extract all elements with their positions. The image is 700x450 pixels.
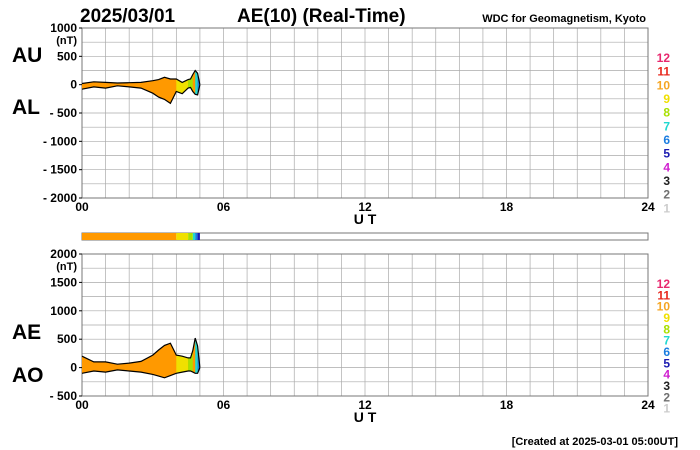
x-tick-label: 12 xyxy=(358,200,372,214)
color-bar-segment xyxy=(176,233,189,240)
y-tick-label: 0 xyxy=(70,361,77,375)
y-tick-label: 2000 xyxy=(50,247,77,261)
series-line-al xyxy=(81,84,201,105)
color-bar-segment xyxy=(192,233,196,240)
recent-coverage-fill xyxy=(195,338,198,374)
legend-station-count: 2 xyxy=(663,390,670,404)
plot-frame xyxy=(81,253,649,397)
y-tick-label: 500 xyxy=(57,332,77,346)
legend-station-count: 9 xyxy=(663,92,670,106)
created-timestamp: [Created at 2025-03-01 05:00UT] xyxy=(512,436,679,448)
series-line-ao xyxy=(81,367,201,379)
legend-station-count: 3 xyxy=(663,174,670,188)
series-line-au xyxy=(81,69,201,85)
x-tick-label: 06 xyxy=(217,398,231,412)
grid xyxy=(81,27,649,199)
x-tick-label: 18 xyxy=(500,398,514,412)
source-label: WDC for Geomagnetism, Kyoto xyxy=(482,13,646,25)
legend-station-count: 11 xyxy=(657,288,670,302)
legend-station-count: 9 xyxy=(663,311,670,325)
y-tick-label: - 1000 xyxy=(43,134,77,148)
legend-station-count: 7 xyxy=(663,334,670,348)
series-line-ae xyxy=(81,337,201,368)
side-label-ae: AE xyxy=(12,321,41,344)
x-tick-label: 24 xyxy=(641,398,655,412)
x-axis-label: U T xyxy=(354,409,377,425)
color-bar-segment xyxy=(188,233,193,240)
side-label-au: AU xyxy=(12,44,42,67)
x-tick-label: 12 xyxy=(358,398,372,412)
legend-station-count: 4 xyxy=(663,160,670,174)
legend-station-count: 10 xyxy=(657,300,671,314)
legend-station-count: 12 xyxy=(657,51,671,65)
legend-station-count: 1 xyxy=(663,402,670,416)
chart-title: AE(10) (Real-Time) xyxy=(237,6,406,27)
x-tick-label: 24 xyxy=(641,200,655,214)
color-bar-segment xyxy=(82,233,177,240)
au-al-panel: 1000 500 0 - 500 - 1000 - 1500 - 2000 (nT) 00 06 1… xyxy=(12,21,655,227)
y-unit-label: (nT) xyxy=(56,35,77,47)
legend-station-count: 12 xyxy=(657,277,671,291)
x-tick-label: 00 xyxy=(75,200,89,214)
y-tick-label: 1000 xyxy=(50,21,77,35)
legend-station-count: 6 xyxy=(663,345,670,359)
legend-station-count: 5 xyxy=(663,356,670,370)
y-tick-label: - 500 xyxy=(50,389,78,403)
x-tick-label: 00 xyxy=(75,398,89,412)
legend-station-count: 3 xyxy=(663,379,670,393)
recent-coverage-fill xyxy=(176,355,189,374)
x-tick-label: 06 xyxy=(217,200,231,214)
legend-station-count: 7 xyxy=(663,119,670,133)
legend-station-count: 11 xyxy=(657,65,670,79)
legend-station-count: 10 xyxy=(657,78,671,92)
color-bar-segment xyxy=(197,233,200,240)
x-tick-label: 18 xyxy=(500,200,514,214)
series-fill-area xyxy=(82,70,200,104)
y-tick-label: - 1500 xyxy=(43,163,77,177)
y-tick-label: 1500 xyxy=(50,275,77,289)
legend-station-count: 4 xyxy=(663,368,670,382)
series-fill-area xyxy=(82,338,200,378)
legend-station-count: 8 xyxy=(663,322,670,336)
y-tick-label: - 2000 xyxy=(43,191,77,205)
side-label-ao: AO xyxy=(12,364,44,387)
legend-station-count: 6 xyxy=(663,133,670,147)
x-axis-label: U T xyxy=(354,211,377,227)
legend-station-count: 8 xyxy=(663,106,670,120)
legend-station-count: 1 xyxy=(663,201,670,215)
date-title: 2025/03/01 xyxy=(80,6,176,27)
legend-station-count: 5 xyxy=(663,147,670,161)
legend-station-count: 2 xyxy=(663,188,670,202)
recent-coverage-fill xyxy=(176,79,189,94)
color-bar-segment xyxy=(195,233,198,240)
y-tick-label: - 500 xyxy=(50,106,78,120)
station-count-bar xyxy=(81,232,649,241)
y-tick-label: 0 xyxy=(70,78,77,92)
y-tick-label: 1000 xyxy=(50,304,77,318)
recent-coverage-fill xyxy=(195,70,198,95)
ae-ao-panel: 2000 1500 1000 500 0 - 500 (nT) 00 06 12 18 24 U T AE… xyxy=(12,247,655,425)
y-tick-label: 500 xyxy=(57,49,77,63)
y-unit-label: (nT) xyxy=(56,261,77,273)
side-label-al: AL xyxy=(12,96,40,119)
